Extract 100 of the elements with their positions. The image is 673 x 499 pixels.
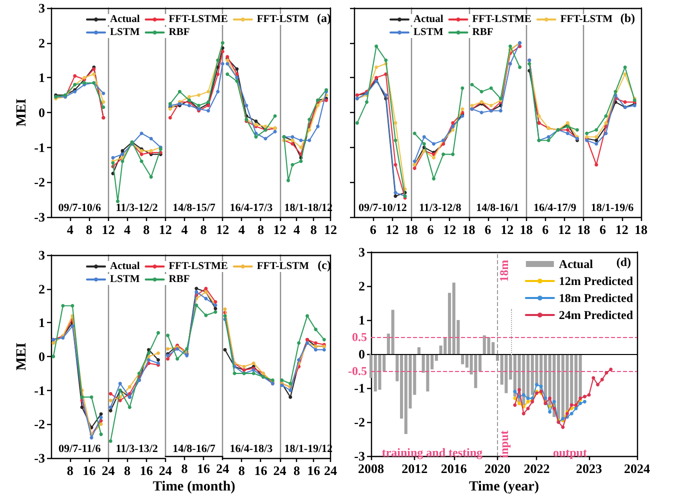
legend-label: FFT-LSTM — [560, 14, 613, 25]
point — [374, 65, 378, 69]
point — [394, 190, 398, 194]
y-tick-label: -2 — [34, 416, 45, 432]
x-tick-label: 8 — [257, 222, 264, 237]
point — [384, 93, 388, 97]
point — [460, 107, 464, 111]
y-tick-label: 1 — [38, 70, 45, 86]
point — [623, 65, 627, 69]
point — [223, 314, 227, 318]
x-tick-label: 8 — [181, 461, 188, 476]
point — [194, 304, 198, 308]
point — [570, 412, 574, 416]
point — [226, 62, 230, 66]
point — [92, 72, 96, 76]
point — [99, 432, 103, 436]
x-tick-label: 2020 — [484, 461, 510, 476]
point — [194, 290, 198, 294]
point — [308, 118, 312, 122]
legend-label: 18m Predicted — [558, 291, 634, 305]
point — [299, 146, 303, 150]
point — [168, 116, 172, 120]
annotation: 16/4-17/9 — [534, 202, 577, 214]
point — [61, 304, 65, 308]
point — [146, 351, 150, 355]
bar — [374, 354, 377, 392]
legend-label: 24m Predicted — [558, 308, 634, 322]
point — [508, 62, 512, 66]
line-series — [513, 382, 586, 424]
y-tick-label: -2 — [354, 414, 365, 430]
point — [204, 314, 208, 318]
x-tick-label: 6 — [599, 222, 606, 237]
point — [548, 410, 552, 414]
point — [216, 90, 220, 94]
point — [578, 402, 582, 406]
y-tick-label: -2 — [34, 174, 45, 190]
point — [166, 347, 170, 351]
point — [526, 396, 530, 400]
y-tick-label: 2 — [358, 278, 365, 294]
point — [290, 163, 294, 166]
x-tick-label: 16 — [197, 461, 211, 476]
x-axis-title: Time (year) — [468, 480, 540, 494]
x-tick-label: 4 — [181, 222, 188, 237]
annotation: 14/8-16/7 — [172, 443, 216, 455]
point — [120, 152, 124, 156]
point — [322, 338, 326, 342]
annotation: input — [497, 430, 511, 458]
point — [254, 119, 258, 123]
x-tick-label: 24 — [216, 461, 230, 476]
point — [187, 95, 191, 99]
y-tick-label: 2 — [38, 35, 45, 50]
point — [596, 382, 600, 386]
x-tick-label: 16 — [140, 463, 154, 478]
point — [280, 378, 284, 382]
point — [575, 128, 579, 132]
point — [566, 128, 570, 132]
point — [252, 362, 256, 366]
point — [206, 109, 210, 113]
point — [52, 341, 56, 345]
point — [498, 109, 502, 113]
point — [412, 166, 416, 170]
point — [73, 74, 77, 78]
ref-line-label: -0.5 — [348, 364, 367, 378]
point — [197, 104, 201, 108]
y-axis-title: MEI — [14, 342, 30, 370]
x-tick-label: 24 — [273, 463, 287, 478]
x-tick-label: 2023 — [576, 461, 603, 476]
legend-label: FFT-LSTM — [256, 14, 310, 25]
point — [70, 324, 74, 328]
point — [480, 90, 484, 94]
point — [587, 393, 591, 397]
point — [223, 348, 227, 352]
bar — [474, 354, 478, 388]
point — [90, 395, 94, 399]
x-tick-label: 24 — [324, 463, 338, 478]
point — [156, 351, 160, 355]
point — [120, 149, 124, 153]
point — [288, 382, 292, 386]
x-tick-label: 2024 — [624, 461, 650, 476]
point — [451, 128, 455, 132]
point — [594, 128, 598, 132]
x-tick-label: 8 — [66, 463, 74, 478]
chart-title: (c) — [318, 258, 332, 272]
point — [594, 135, 598, 139]
x-tick-label: 4 — [293, 222, 300, 237]
bar — [461, 354, 464, 364]
point — [548, 396, 552, 400]
point — [220, 50, 224, 54]
point — [197, 93, 201, 97]
point — [204, 296, 208, 300]
point — [80, 406, 84, 409]
point — [185, 347, 189, 351]
point — [140, 160, 144, 164]
x-tick-label: 4 — [238, 222, 246, 237]
legend-label: RBF — [168, 274, 190, 285]
point — [254, 135, 258, 139]
x-tick-label: 12 — [558, 222, 571, 237]
legend-label: FFT-LSTM — [256, 261, 310, 272]
point — [52, 354, 56, 358]
x-tick-label: 8 — [238, 463, 246, 478]
